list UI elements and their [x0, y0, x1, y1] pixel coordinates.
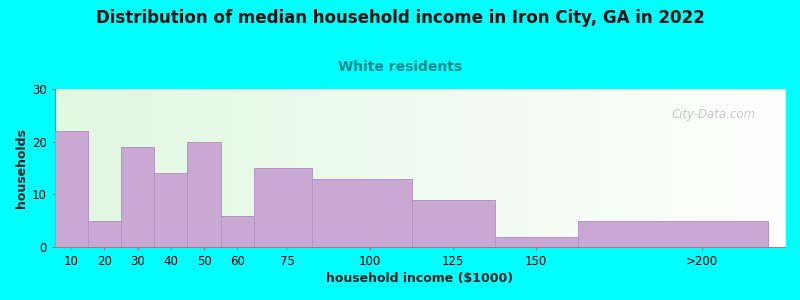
- Bar: [578, 221, 769, 247]
- Bar: [187, 142, 221, 247]
- Bar: [121, 147, 154, 247]
- Bar: [154, 173, 187, 247]
- Bar: [88, 221, 121, 247]
- Bar: [221, 216, 254, 247]
- Bar: [54, 131, 88, 247]
- Bar: [54, 131, 88, 247]
- Bar: [411, 200, 494, 247]
- X-axis label: household income ($1000): household income ($1000): [326, 272, 514, 285]
- Bar: [88, 221, 121, 247]
- Bar: [254, 168, 312, 247]
- Bar: [121, 147, 154, 247]
- Text: Distribution of median household income in Iron City, GA in 2022: Distribution of median household income …: [96, 9, 704, 27]
- Bar: [494, 237, 578, 247]
- Bar: [411, 200, 494, 247]
- Bar: [312, 178, 411, 247]
- Y-axis label: households: households: [15, 128, 28, 208]
- Bar: [154, 173, 187, 247]
- Bar: [187, 142, 221, 247]
- Bar: [254, 168, 312, 247]
- Text: City-Data.com: City-Data.com: [672, 108, 756, 121]
- Bar: [312, 178, 411, 247]
- Text: White residents: White residents: [338, 60, 462, 74]
- Bar: [221, 216, 254, 247]
- Bar: [578, 221, 769, 247]
- Bar: [494, 237, 578, 247]
